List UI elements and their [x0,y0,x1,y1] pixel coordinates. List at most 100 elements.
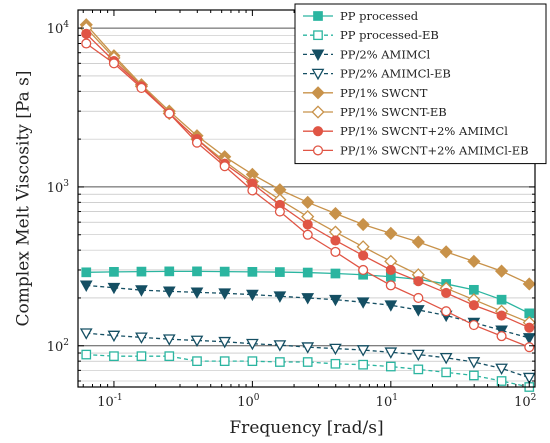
data-point [330,246,341,257]
data-point [218,336,232,349]
legend-item: PP processed [303,9,419,23]
data-point [328,206,343,221]
data-point [384,300,398,312]
data-point [246,338,259,351]
data-point [162,334,176,346]
data-point [384,226,398,240]
data-point [330,268,341,279]
legend-item: PP/2% AMIMCl-EB [303,67,451,81]
y-axis-ticks: 102 103 104 [47,20,535,382]
data-point [136,82,147,93]
series-layer [79,18,536,392]
data-point [358,250,369,261]
data-point [192,266,202,277]
data-point [107,282,121,295]
data-point [330,358,341,369]
data-point [273,340,287,352]
legend-label: PP/1% SWCNT [340,86,428,100]
data-point [136,351,147,362]
data-point [312,145,324,156]
data-point [81,267,92,278]
data-point [311,49,325,61]
data-point [356,297,370,309]
x-tick-label: 101 [376,393,398,410]
data-point [385,264,396,276]
data-point [330,235,341,246]
data-point [247,266,258,277]
data-point [356,345,370,357]
data-point [191,137,203,148]
data-point [413,292,424,304]
data-point [313,30,323,41]
legend: PP processed PP processed-EB PP/2% AMIMCl P… [294,3,547,165]
data-point [108,58,120,69]
data-point [247,356,258,367]
data-point [411,349,425,362]
data-point [413,276,424,287]
data-point [79,280,93,292]
legend-item: PP/1% SWCNT+2% AMIMCl-EB [303,143,529,157]
legend-item: PP/2% AMIMCl [303,47,430,61]
data-point [190,287,204,299]
y-tick-label: 102 [47,338,69,355]
data-point [301,342,315,354]
data-point [302,229,313,240]
series-1 [81,266,535,319]
data-point [81,38,92,49]
data-point [135,332,148,344]
data-point [135,285,148,297]
legend-label: PP processed [340,9,419,23]
data-point [275,357,285,367]
y-tick-label: 104 [47,20,70,37]
legend-item: PP/1% SWCNT+2% AMIMCl [303,124,508,138]
data-point [329,343,342,356]
data-point [219,266,230,277]
data-point [136,266,147,277]
series-8 [81,38,535,353]
data-point [496,376,507,386]
x-tick-label: 100 [237,393,260,410]
data-point [246,289,259,302]
data-point [247,185,258,196]
data-point [441,367,452,378]
data-point [109,351,119,362]
data-point [467,254,481,268]
data-point [302,267,313,278]
data-point [385,361,396,372]
data-point [468,300,479,311]
data-point [494,264,509,278]
series-line [86,284,530,339]
data-point [524,322,535,333]
legend-label: PP/2% AMIMCl-EB [340,67,451,81]
data-point [439,245,453,259]
data-point [469,370,479,381]
data-point [273,291,287,303]
data-point [109,266,119,277]
data-point [311,105,325,119]
legend-label: PP processed-EB [340,28,439,42]
y-axis-title: Complex Melt Viscosity [Pa s] [14,71,34,327]
data-point [496,310,507,321]
legend-box [294,3,547,165]
data-point [496,331,507,342]
data-point [441,287,452,299]
data-point [274,206,285,217]
y-tick-label: 103 [47,179,70,196]
data-point [81,349,92,360]
data-point [311,86,325,100]
series-3 [79,280,536,345]
data-point [219,356,230,367]
data-point [164,266,175,277]
data-point [302,219,313,230]
data-point [411,305,425,317]
data-point [439,352,453,365]
data-point [301,293,315,305]
data-point [384,347,398,359]
series-2 [81,349,535,392]
data-point [107,330,121,343]
x-tick-label: 10-1 [97,393,122,410]
data-point [411,235,425,249]
data-point [192,356,202,367]
legend-item: PP/1% SWCNT-EB [303,105,447,119]
